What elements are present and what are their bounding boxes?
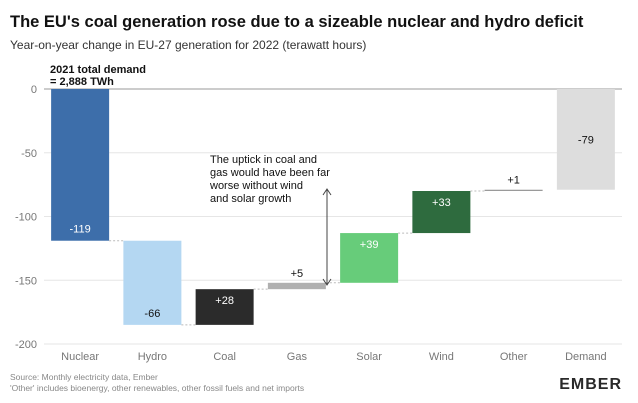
bar-hydro xyxy=(123,240,182,325)
x-tick-label-hydro: Hydro xyxy=(138,351,167,363)
y-tick-label: -100 xyxy=(15,212,37,224)
bar-coal xyxy=(195,289,254,325)
bar-demand xyxy=(556,89,615,190)
uptick-annotation-line-3: worse without wind xyxy=(209,180,303,192)
chart-title: The EU's coal generation rose due to a s… xyxy=(10,13,584,31)
uptick-annotation-line-4: and solar growth xyxy=(210,193,291,205)
chart-subtitle: Year-on-year change in EU-27 generation … xyxy=(10,38,366,52)
bars xyxy=(51,89,615,325)
ember-logo: EMBER xyxy=(559,376,622,393)
x-tick-label-other: Other xyxy=(500,351,528,363)
uptick-annotation-line-2: gas would have been far xyxy=(210,167,330,179)
value-label-demand: -79 xyxy=(578,134,594,146)
value-labels: -119 -66 +28 +5 +39 +33 +1 -79 xyxy=(70,134,594,320)
x-tick-label-demand: Demand xyxy=(565,351,607,363)
x-tick-label-solar: Solar xyxy=(356,351,382,363)
value-label-other: +1 xyxy=(507,175,520,187)
uptick-annotation: The uptick in coal and gas would have be… xyxy=(209,154,333,205)
y-tick-label: -150 xyxy=(15,275,37,287)
value-label-wind: +33 xyxy=(432,197,451,209)
uptick-arrow xyxy=(322,188,332,286)
value-label-gas: +5 xyxy=(291,268,304,280)
value-label-nuclear: -119 xyxy=(70,224,91,236)
y-tick-label: -50 xyxy=(21,148,37,160)
demand-annotation-line-1: 2021 total demand xyxy=(50,64,146,76)
demand-annotation-line-2: = 2,888 TWh xyxy=(50,76,114,88)
footnote: 'Other' includes bioenergy, other renewa… xyxy=(10,383,304,393)
value-label-solar: +39 xyxy=(360,239,379,251)
x-axis-labels: Nuclear Hydro Coal Gas Solar Wind Other Demand xyxy=(61,351,606,363)
x-tick-label-nuclear: Nuclear xyxy=(61,351,99,363)
bar-nuclear xyxy=(51,89,110,241)
bar-other xyxy=(484,189,543,191)
y-axis-ticks: 0 -50 -100 -150 -200 xyxy=(15,84,37,351)
bar-gas xyxy=(267,282,326,290)
value-label-coal: +28 xyxy=(215,295,234,307)
uptick-annotation-line-1: The uptick in coal and xyxy=(210,154,317,166)
source-note: Source: Monthly electricity data, Ember xyxy=(10,372,158,382)
value-label-hydro: -66 xyxy=(144,308,160,320)
x-tick-label-gas: Gas xyxy=(287,351,308,363)
y-tick-label: -200 xyxy=(15,339,37,351)
demand-annotation: 2021 total demand = 2,888 TWh xyxy=(50,64,149,88)
bar-wind xyxy=(412,191,471,234)
bar-solar xyxy=(340,233,399,283)
x-tick-label-wind: Wind xyxy=(429,351,454,363)
y-tick-label: 0 xyxy=(31,84,37,96)
x-tick-label-coal: Coal xyxy=(213,351,236,363)
